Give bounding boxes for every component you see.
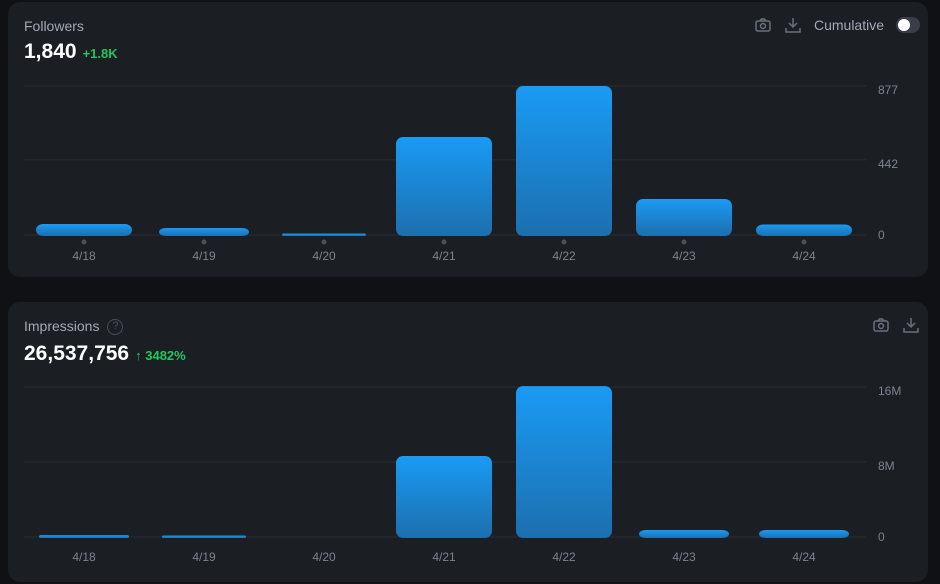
impressions-chart: 0 8M 16M 4/18 4/19 4/20 4/21 4/22 4/23 4/24 (24, 384, 901, 564)
bar (36, 223, 132, 236)
bar (759, 529, 849, 538)
bar (396, 456, 492, 538)
camera-icon[interactable] (872, 316, 890, 334)
x-tick-label: 4/22 (552, 550, 576, 564)
x-tick-dot (561, 239, 567, 245)
followers-count: 1,840 (24, 40, 77, 63)
x-tick-label: 4/20 (312, 550, 336, 564)
followers-value: 1,840 +1.8K (24, 40, 118, 64)
followers-title: Followers (24, 18, 84, 34)
bar (516, 386, 612, 538)
y-tick-label: 0 (878, 228, 885, 242)
bar (639, 529, 729, 538)
x-tick-label: 4/24 (792, 550, 816, 564)
bar (162, 535, 246, 538)
followers-card: Followers 1,840 +1.8K Cumulative 0 442 877 4… (8, 2, 928, 277)
x-tick-label: 4/20 (312, 249, 336, 263)
bar (282, 233, 366, 236)
y-tick-label: 442 (878, 157, 898, 171)
impressions-value: 26,537,756 ↑ 3482% (24, 342, 186, 366)
camera-icon[interactable] (754, 16, 772, 34)
y-tick-label: 0 (878, 530, 885, 544)
bar (396, 136, 492, 236)
x-tick-label: 4/23 (672, 550, 696, 564)
x-tick-label: 4/18 (72, 550, 96, 564)
x-tick-dot (321, 239, 327, 245)
cumulative-toggle[interactable] (896, 17, 920, 33)
x-tick-dot (81, 239, 87, 245)
y-tick-label: 877 (878, 83, 898, 97)
x-tick-dot (441, 239, 447, 245)
bar (39, 535, 129, 538)
x-tick-dot (801, 239, 807, 245)
cumulative-label: Cumulative (813, 17, 884, 33)
x-tick-label: 4/19 (192, 550, 216, 564)
bar (159, 228, 249, 236)
download-icon[interactable] (784, 16, 802, 34)
impressions-title: Impressions (24, 318, 100, 334)
impressions-delta-value: 3482% (145, 348, 186, 363)
download-icon[interactable] (902, 316, 920, 334)
x-tick-label: 4/21 (432, 550, 456, 564)
impressions-count: 26,537,756 (24, 342, 130, 365)
x-tick-label: 4/19 (192, 249, 216, 263)
x-tick-label: 4/24 (792, 249, 816, 263)
impressions-delta: ↑ 3482% (135, 348, 186, 363)
y-tick-label: 8M (878, 459, 895, 473)
arrow-up-icon: ↑ (135, 348, 142, 363)
bar (756, 224, 852, 236)
x-tick-dot (681, 239, 687, 245)
followers-chart: 0 442 877 4/18 4/19 4/20 4/21 4/22 4/23 4/24 (24, 83, 898, 263)
bar (516, 86, 612, 236)
bar (636, 198, 732, 236)
x-tick-label: 4/18 (72, 249, 96, 263)
x-tick-dot (201, 239, 207, 245)
x-tick-label: 4/23 (672, 249, 696, 263)
impressions-title-row: Impressions? (24, 318, 124, 336)
y-tick-label: 16M (878, 384, 901, 398)
x-tick-label: 4/22 (552, 249, 576, 263)
help-icon[interactable]: ? (107, 319, 124, 336)
x-tick-label: 4/21 (432, 249, 456, 263)
followers-delta: +1.8K (82, 46, 118, 61)
impressions-card: Impressions? 26,537,756 ↑ 3482% 0 8M 16M 4/1… (8, 302, 928, 582)
